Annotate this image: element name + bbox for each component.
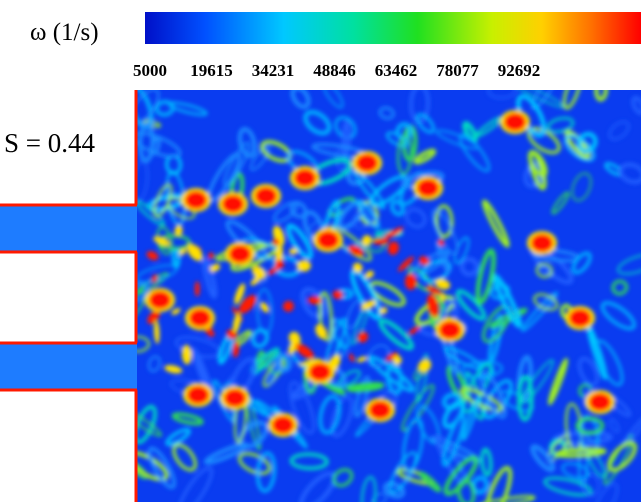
vortex-core bbox=[417, 179, 439, 197]
figure: ω (1/s) 5000 19615 34231 48846 63462 78077 926… bbox=[0, 0, 641, 502]
colorbar-tick-label: 63462 bbox=[375, 61, 418, 80]
inlet-lower bbox=[0, 343, 137, 390]
colorbar-label: ω (1/s) bbox=[30, 19, 99, 46]
vortex-core bbox=[187, 386, 209, 404]
colorbar-tick-label: 92692 bbox=[498, 61, 541, 80]
shear-layer bbox=[195, 281, 200, 296]
vortex-core bbox=[569, 309, 591, 327]
vortex-core bbox=[229, 245, 251, 263]
colorbar-tick-label: 48846 bbox=[313, 61, 356, 80]
colorbar-tick-label: 5000 bbox=[133, 61, 167, 80]
vortex-core bbox=[439, 321, 461, 339]
swirl-number: S = 0.44 bbox=[4, 128, 95, 158]
vortex-core bbox=[356, 154, 378, 172]
vorticity-field bbox=[123, 69, 641, 502]
vortex-core bbox=[255, 187, 277, 205]
vortex-core bbox=[531, 234, 553, 252]
vortex-core bbox=[317, 231, 339, 249]
vortex-core bbox=[185, 191, 207, 209]
vortex-core bbox=[222, 195, 244, 213]
inlet-upper bbox=[0, 205, 137, 252]
vortex-core bbox=[504, 113, 526, 131]
vortex-core bbox=[189, 309, 211, 327]
vortex-core bbox=[224, 389, 246, 407]
vortex-core bbox=[294, 169, 316, 187]
vortex-core bbox=[149, 291, 171, 309]
vortex-core bbox=[272, 416, 294, 434]
colorbar-tick-label: 19615 bbox=[190, 61, 233, 80]
colorbar-tick-label: 34231 bbox=[252, 61, 295, 80]
colorbar-ticks: 5000 19615 34231 48846 63462 78077 92692 bbox=[133, 61, 540, 80]
colorbar-tick-label: 78077 bbox=[436, 61, 479, 80]
vortex-core bbox=[369, 401, 391, 419]
page: {"colorbar": {"label": "ω (1/s)", "ticks… bbox=[0, 0, 641, 502]
vortex-core bbox=[589, 393, 611, 411]
vortex-core bbox=[309, 363, 331, 381]
colorbar bbox=[145, 12, 641, 44]
